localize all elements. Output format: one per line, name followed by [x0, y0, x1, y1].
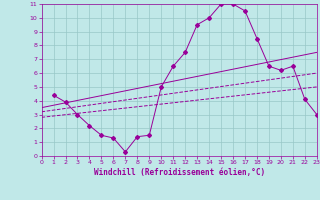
X-axis label: Windchill (Refroidissement éolien,°C): Windchill (Refroidissement éolien,°C) — [94, 168, 265, 177]
